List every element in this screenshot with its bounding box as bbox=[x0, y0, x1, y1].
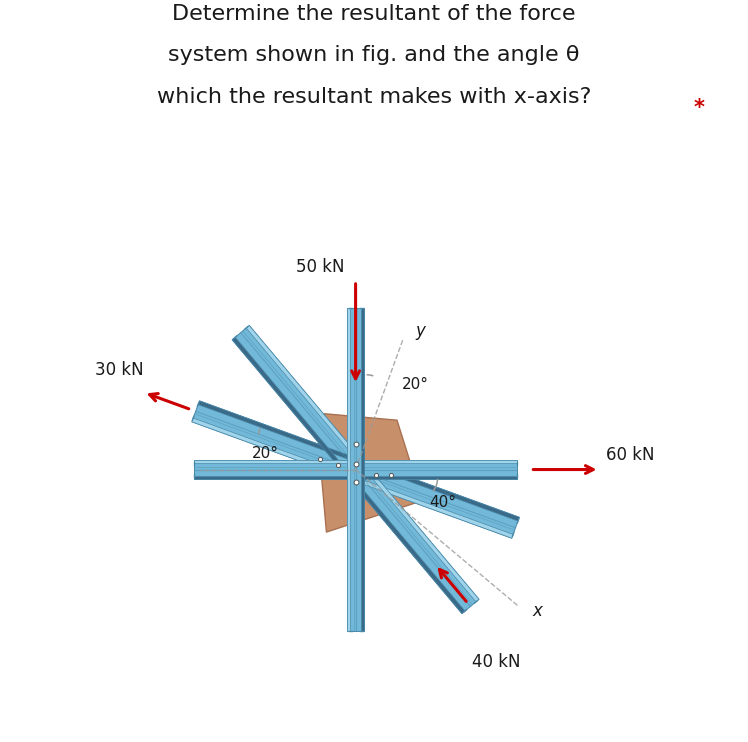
Polygon shape bbox=[191, 418, 513, 538]
Polygon shape bbox=[232, 337, 465, 614]
Polygon shape bbox=[246, 326, 479, 602]
Polygon shape bbox=[194, 476, 518, 479]
Polygon shape bbox=[191, 401, 519, 538]
Text: 40 kN: 40 kN bbox=[472, 653, 520, 672]
Text: which the resultant makes with x-axis?: which the resultant makes with x-axis? bbox=[157, 87, 591, 107]
Polygon shape bbox=[347, 308, 350, 631]
Text: y: y bbox=[415, 322, 425, 340]
Text: 50 kN: 50 kN bbox=[296, 258, 345, 276]
Text: 30 kN: 30 kN bbox=[95, 361, 144, 378]
Polygon shape bbox=[316, 413, 423, 532]
Polygon shape bbox=[194, 460, 518, 464]
Polygon shape bbox=[361, 308, 364, 631]
Text: 20°: 20° bbox=[402, 378, 429, 393]
Text: x: x bbox=[532, 603, 542, 620]
Polygon shape bbox=[232, 326, 479, 614]
Text: Determine the resultant of the force: Determine the resultant of the force bbox=[172, 4, 576, 24]
Text: 20°: 20° bbox=[252, 447, 279, 462]
Text: *: * bbox=[694, 98, 705, 118]
Polygon shape bbox=[194, 460, 518, 479]
Text: 40°: 40° bbox=[429, 496, 456, 510]
Text: 60 kN: 60 kN bbox=[606, 446, 654, 464]
Polygon shape bbox=[347, 308, 364, 631]
Text: system shown in fig. and the angle θ: system shown in fig. and the angle θ bbox=[168, 45, 580, 65]
Polygon shape bbox=[198, 401, 519, 521]
